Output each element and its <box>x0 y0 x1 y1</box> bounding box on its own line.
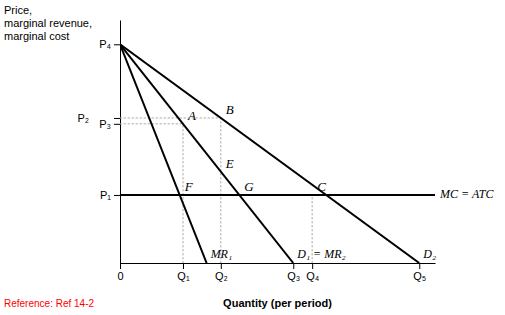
x-axis-line <box>121 263 436 264</box>
x-tick-mark <box>312 263 313 269</box>
x-tick-label: Q₁ <box>177 270 190 282</box>
curve-label: MC = ATC <box>439 187 494 201</box>
curve-labels: D₂ D₁ = MR₂ MR₁ MC = ATC <box>210 187 495 261</box>
curve-label: D₂ <box>422 247 436 261</box>
point-label: A <box>187 108 196 123</box>
plot-area <box>120 44 435 263</box>
y-tick-mark <box>114 44 120 45</box>
x-tick-mark <box>293 263 294 269</box>
x-tick-label: Q₂ <box>215 270 228 282</box>
point-label: C <box>317 179 326 194</box>
y-tick: P₄ <box>99 38 120 50</box>
x-tick: Q₃ <box>287 263 300 282</box>
y-tick-label: P₁ <box>100 189 111 201</box>
curve-label: D₁ = MR₂ <box>296 247 345 261</box>
y-axis: P₁ P₃ P₂ P₄ <box>77 21 120 264</box>
guide-line <box>120 117 221 118</box>
y-tick: P₂ <box>77 112 120 124</box>
x-tick: Q₂ <box>215 263 228 282</box>
x-tick-mark <box>221 263 222 269</box>
x-tick-mark <box>183 263 184 269</box>
y-tick-mark <box>114 118 120 119</box>
x-tick-label: 0 <box>117 270 123 282</box>
point-label: E <box>225 156 234 171</box>
curve <box>120 194 435 196</box>
x-tick: 0 <box>117 263 123 282</box>
y-tick: P₁ <box>100 189 120 201</box>
annotations: A B C E F G <box>184 102 326 194</box>
x-tick-mark <box>120 263 121 269</box>
point-label: B <box>226 102 234 117</box>
y-tick-label: P₂ <box>77 112 89 124</box>
chart: 0 Q₁ Q₂ Q₃ Q₄ Q₅ P₁ P₃ P₂ P₄ D₂ D₁ = MR₂ MR₁ MC = ATC… <box>0 0 505 315</box>
point-label: G <box>244 179 254 194</box>
y-axis-title-line: Price, <box>4 4 32 16</box>
y-tick-label: P₃ <box>99 118 111 130</box>
curve <box>120 44 293 263</box>
x-tick: Q₅ <box>413 263 426 282</box>
guide-line <box>220 118 221 263</box>
y-tick-label: P₄ <box>99 38 111 50</box>
x-tick-label: Q₅ <box>413 270 426 282</box>
y-axis-line <box>120 21 121 264</box>
y-axis-title: Price,marginal revenue,marginal cost <box>4 4 92 42</box>
y-tick-mark <box>114 124 120 125</box>
x-axis-title: Quantity (per period) <box>223 297 332 309</box>
y-tick: P₃ <box>99 118 120 130</box>
x-axis: 0 Q₁ Q₂ Q₃ Q₄ Q₅ <box>117 263 435 282</box>
guide-line <box>183 124 184 263</box>
x-tick: Q₁ <box>177 263 190 282</box>
curve-label: MR₁ <box>210 247 233 261</box>
curve <box>120 44 419 263</box>
x-tick-label: Q₄ <box>306 270 320 282</box>
curve <box>120 44 207 263</box>
point-label: F <box>184 179 194 194</box>
y-tick-mark <box>114 195 120 196</box>
x-tick: Q₄ <box>306 263 320 282</box>
footnote: Reference: Ref 14-2 <box>4 298 94 309</box>
x-tick-mark <box>419 263 420 269</box>
x-tick-label: Q₃ <box>287 270 300 282</box>
y-axis-title-line: marginal cost <box>4 30 69 42</box>
y-axis-title-line: marginal revenue, <box>4 17 92 29</box>
